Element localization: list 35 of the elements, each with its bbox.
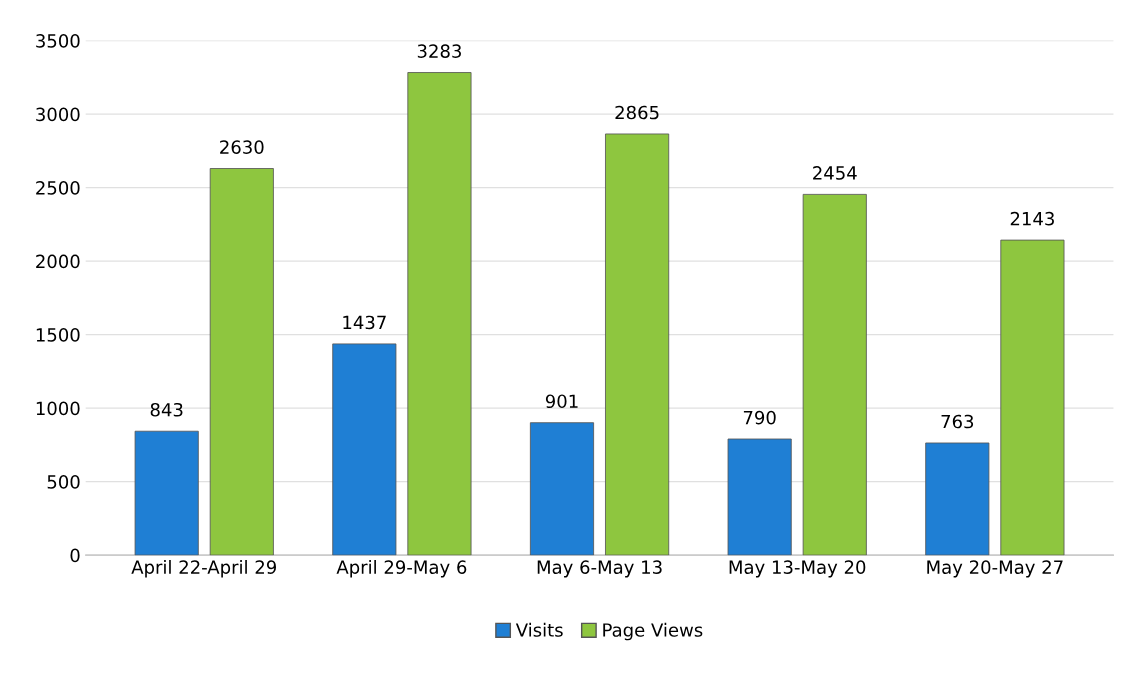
bar [605, 133, 670, 556]
x-tick-label: May 13-May 20 [729, 560, 866, 578]
y-tick-label: 1000 [36, 401, 80, 416]
x-tick-label: April 29-May 6 [336, 560, 467, 578]
data-label: 2865 [615, 105, 659, 120]
data-label: 763 [941, 414, 974, 429]
x-tick-label: May 6-May 13 [537, 560, 662, 578]
data-label: 790 [743, 410, 776, 425]
bar [802, 193, 867, 556]
bar [134, 430, 199, 556]
data-label: 2454 [813, 166, 857, 180]
bar [407, 72, 472, 556]
y-tick-label: 3000 [36, 107, 80, 122]
legend-label: Page Views [603, 622, 703, 641]
data-label: 1437 [343, 315, 386, 330]
data-label: 2630 [220, 140, 264, 154]
data-label: 3283 [417, 44, 461, 58]
data-label: 2143 [1010, 211, 1054, 226]
bar [727, 438, 792, 556]
x-tick-label: April 22-April 29 [131, 560, 277, 578]
x-tick-label: May 20-May 27 [927, 560, 1063, 578]
bar [529, 422, 595, 556]
bar [1000, 239, 1065, 556]
data-label: 901 [545, 394, 578, 409]
y-tick-label: 3500 [36, 34, 80, 48]
y-tick-label: 2500 [36, 181, 80, 195]
bar [925, 442, 990, 556]
y-tick-label: 1500 [36, 328, 80, 342]
y-tick-label: 500 [47, 475, 80, 489]
y-tick-label: 2000 [36, 254, 80, 269]
bar [209, 168, 274, 556]
legend-label: Visits [515, 622, 563, 637]
data-label: 843 [150, 402, 183, 417]
bar [332, 343, 397, 556]
y-tick-label: 0 [70, 548, 80, 563]
